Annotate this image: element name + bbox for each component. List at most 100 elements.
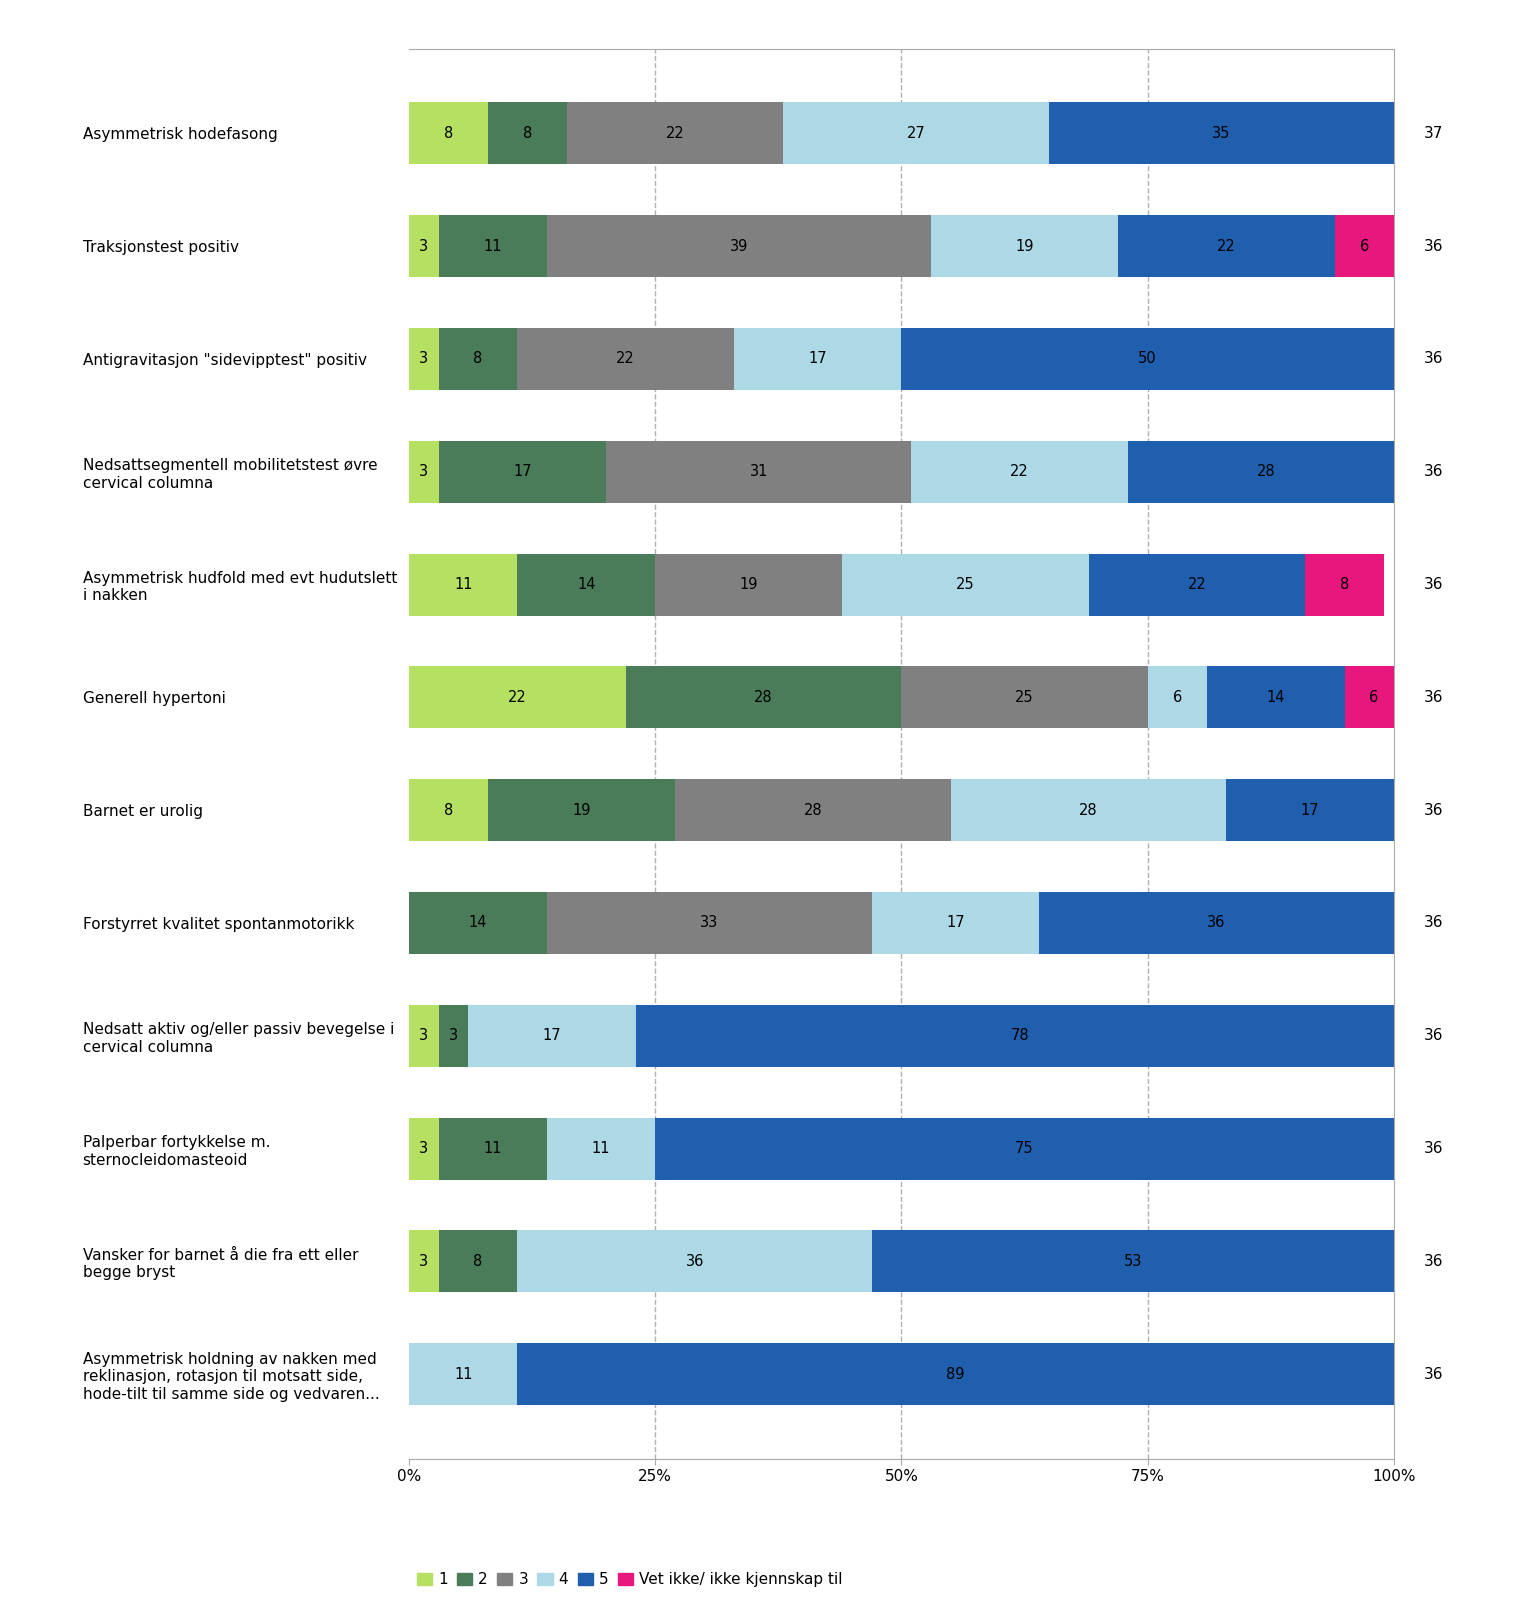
Text: 36: 36 (685, 1255, 704, 1269)
Text: 78: 78 (1011, 1028, 1029, 1044)
Bar (439, 327, 518, 391)
Text: 6: 6 (1359, 238, 1370, 253)
Text: 25: 25 (1015, 691, 1033, 705)
Bar (439, 1005, 468, 1067)
Text: 3: 3 (420, 238, 429, 253)
Bar (735, 327, 901, 391)
Bar (518, 1230, 873, 1292)
Text: 11: 11 (483, 1141, 501, 1156)
Text: 36: 36 (1424, 1028, 1442, 1044)
Text: 36: 36 (1207, 916, 1226, 930)
Text: 22: 22 (508, 691, 527, 705)
Text: 36: 36 (1424, 802, 1442, 817)
Text: 11: 11 (592, 1141, 611, 1156)
Text: 8: 8 (444, 802, 453, 817)
Bar (1345, 666, 1403, 728)
Text: 27: 27 (907, 126, 926, 141)
Text: 28: 28 (1079, 802, 1098, 817)
Bar (547, 892, 873, 955)
Bar (409, 1344, 518, 1405)
Bar (1306, 553, 1385, 616)
Text: 19: 19 (739, 577, 758, 592)
Text: 50: 50 (1138, 352, 1157, 366)
Text: 25: 25 (956, 577, 974, 592)
Text: 3: 3 (420, 1028, 429, 1044)
Bar (873, 892, 1039, 955)
Bar (1088, 553, 1304, 616)
Text: 28: 28 (754, 691, 773, 705)
Bar (901, 327, 1394, 391)
Text: 19: 19 (573, 802, 591, 817)
Legend: 1, 2, 3, 4, 5, Vet ikke/ ikke kjennskap til: 1, 2, 3, 4, 5, Vet ikke/ ikke kjennskap … (417, 1572, 842, 1587)
Bar (409, 892, 547, 955)
Text: 22: 22 (1011, 464, 1029, 480)
Text: 11: 11 (483, 238, 501, 253)
Text: 8: 8 (444, 126, 453, 141)
Bar (842, 553, 1089, 616)
Text: 3: 3 (420, 1141, 429, 1156)
Bar (409, 216, 439, 277)
Bar (409, 102, 488, 164)
Bar (409, 327, 439, 391)
Text: 6: 6 (1370, 691, 1379, 705)
Bar (409, 666, 626, 728)
Bar (1335, 216, 1394, 277)
Text: 28: 28 (803, 802, 823, 817)
Bar (439, 1230, 518, 1292)
Text: 17: 17 (1301, 802, 1320, 817)
Bar (1118, 216, 1335, 277)
Bar (518, 553, 656, 616)
Bar (912, 441, 1127, 503)
Bar (626, 666, 901, 728)
Text: 28: 28 (1256, 464, 1276, 480)
Text: 22: 22 (617, 352, 635, 366)
Text: 3: 3 (420, 464, 429, 480)
Bar (951, 780, 1227, 841)
Text: 8: 8 (473, 1255, 483, 1269)
Text: 17: 17 (542, 1028, 561, 1044)
Bar (1048, 102, 1394, 164)
Text: 6: 6 (1173, 691, 1182, 705)
Bar (488, 102, 567, 164)
Text: 11: 11 (454, 577, 473, 592)
Text: 31: 31 (750, 464, 768, 480)
Bar (1127, 441, 1403, 503)
Bar (409, 553, 518, 616)
Bar (409, 1230, 439, 1292)
Bar (439, 1117, 547, 1180)
Bar (468, 1005, 636, 1067)
Bar (409, 780, 488, 841)
Bar (783, 102, 1048, 164)
Text: 36: 36 (1424, 1141, 1442, 1156)
Text: 17: 17 (514, 464, 532, 480)
Text: 53: 53 (1124, 1255, 1142, 1269)
Bar (547, 1117, 654, 1180)
Bar (567, 102, 783, 164)
Bar (606, 441, 912, 503)
Text: 35: 35 (1212, 126, 1230, 141)
Text: 14: 14 (468, 916, 488, 930)
Bar (1039, 892, 1394, 955)
Text: 36: 36 (1424, 1367, 1442, 1381)
Bar (901, 666, 1148, 728)
Text: 75: 75 (1015, 1141, 1033, 1156)
Text: 8: 8 (523, 126, 532, 141)
Text: 36: 36 (1424, 916, 1442, 930)
Text: 8: 8 (473, 352, 483, 366)
Text: 36: 36 (1424, 238, 1442, 253)
Text: 11: 11 (454, 1367, 473, 1381)
Bar (547, 216, 930, 277)
Bar (518, 327, 735, 391)
Bar (439, 216, 547, 277)
Text: 14: 14 (577, 577, 595, 592)
Bar (439, 441, 606, 503)
Text: 33: 33 (700, 916, 718, 930)
Bar (409, 1117, 439, 1180)
Text: 14: 14 (1267, 691, 1285, 705)
Text: 37: 37 (1424, 126, 1442, 141)
Bar (409, 441, 439, 503)
Text: 3: 3 (420, 1255, 429, 1269)
Bar (654, 553, 842, 616)
Text: 39: 39 (730, 238, 748, 253)
Bar (1206, 666, 1345, 728)
